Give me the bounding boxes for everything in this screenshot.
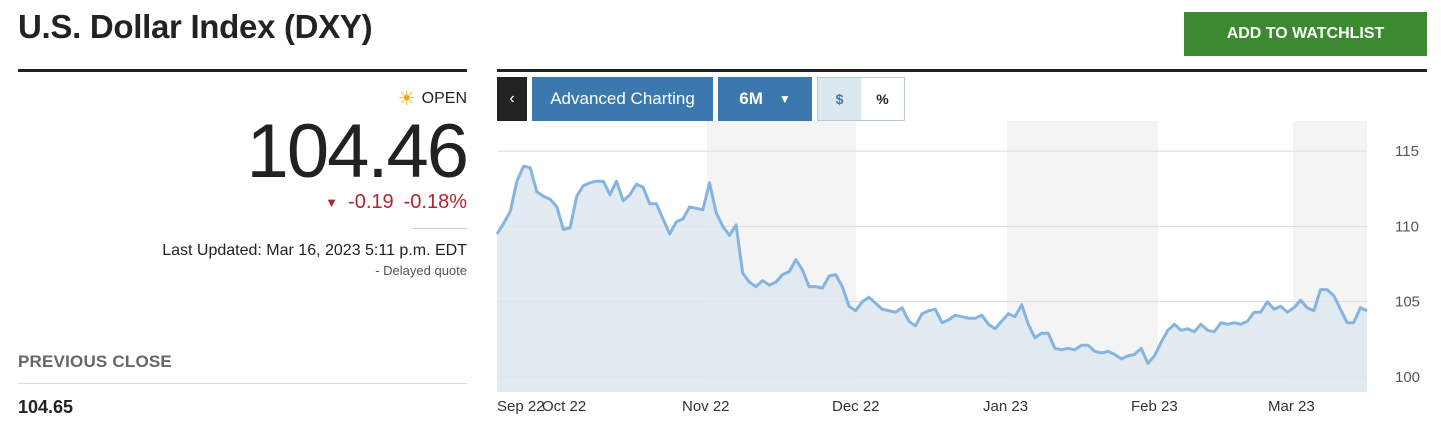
x-tick-label: Sep 22: [497, 398, 545, 415]
chart-toolbar: ‹ Advanced Charting 6M ▼ $ %: [497, 77, 905, 121]
last-updated: Last Updated: Mar 16, 2023 5:11 p.m. EDT: [162, 242, 467, 259]
time-range-label: 6M: [739, 89, 763, 108]
add-to-watchlist-button[interactable]: ADD TO WATCHLIST: [1184, 12, 1427, 56]
current-price: 104.46: [246, 109, 469, 194]
header-divider-left: [18, 69, 467, 72]
y-tick-label: 115: [1395, 143, 1419, 160]
previous-close-value: 104.65: [18, 397, 74, 417]
change-value: -0.19: [348, 191, 394, 213]
chart-series-line: [495, 164, 1368, 365]
previous-close-divider: [18, 383, 467, 384]
chart-area-group: [495, 164, 1368, 392]
advanced-charting-button[interactable]: Advanced Charting: [532, 77, 713, 121]
change-divider: [412, 228, 467, 229]
collapse-chart-button[interactable]: ‹: [497, 77, 527, 121]
down-arrow-icon: ▼: [325, 195, 339, 210]
unit-dollar-button[interactable]: $: [818, 78, 861, 120]
chart-y-axis: 115 110 105 100: [1395, 143, 1420, 386]
x-tick-label: Dec 22: [832, 398, 880, 415]
x-tick-label: Mar 23: [1268, 398, 1315, 415]
previous-close-label: PREVIOUS CLOSE: [18, 352, 172, 371]
unit-percent-button[interactable]: %: [861, 78, 904, 120]
x-tick-label: Jan 23: [983, 398, 1028, 415]
market-status-label: OPEN: [421, 90, 467, 107]
x-tick-label: Oct 22: [542, 398, 586, 415]
sun-icon: ☀: [397, 88, 416, 110]
chevron-left-icon: ‹: [509, 90, 515, 107]
y-tick-label: 100: [1395, 369, 1420, 386]
caret-down-icon: ▼: [778, 92, 791, 106]
market-status: ☀ OPEN: [398, 89, 467, 109]
x-tick-label: Feb 23: [1131, 398, 1178, 415]
x-tick-label: Nov 22: [682, 398, 730, 415]
delayed-quote-note: - Delayed quote: [375, 263, 467, 278]
change-percent: -0.18%: [403, 191, 467, 213]
header-divider-right: [497, 69, 1427, 72]
y-tick-label: 105: [1395, 294, 1420, 311]
unit-toggle: $ %: [817, 77, 905, 121]
y-tick-label: 110: [1395, 218, 1419, 235]
time-range-dropdown[interactable]: 6M ▼: [718, 77, 812, 121]
price-change: ▼ -0.19 -0.18%: [325, 191, 467, 214]
chart-area-fill: [497, 166, 1367, 392]
page-title: U.S. Dollar Index (DXY): [18, 8, 373, 45]
